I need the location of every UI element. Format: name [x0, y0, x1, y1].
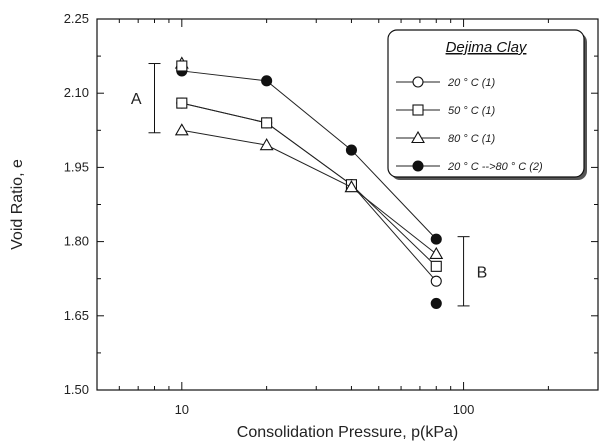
y-tick-label: 2.25: [64, 11, 89, 26]
y-tick-label: 1.95: [64, 159, 89, 174]
data-point: [430, 260, 442, 272]
annotations: AB: [131, 63, 488, 307]
data-point: [259, 138, 274, 151]
legend-title: Dejima Clay: [446, 39, 528, 56]
series-4: [176, 65, 442, 245]
data-point: [430, 297, 442, 309]
legend-label: 80 ° C (1): [448, 133, 496, 145]
data-point: [176, 97, 188, 109]
range-label: A: [131, 91, 142, 108]
legend-box: [387, 29, 585, 178]
y-tick-label: 1.65: [64, 308, 89, 323]
series-line: [181, 102, 437, 267]
legend-marker: [411, 130, 425, 144]
y-tick-label: 1.50: [64, 382, 89, 397]
x-axis-title: Consolidation Pressure, p(kPa): [237, 424, 458, 441]
y-tick-label: 1.80: [64, 234, 89, 249]
legend-item-2: 50 ° C (1): [396, 104, 496, 117]
x-tick-label: 10: [175, 402, 189, 417]
legend: Dejima Clay 20 ° C (1) 50 ° C (1) 80 ° C (1…: [387, 29, 587, 180]
legend-item-3: 80 ° C (1): [396, 130, 496, 145]
legend-label: 50 ° C (1): [448, 105, 496, 117]
series-3: [174, 123, 444, 260]
series-line: [181, 70, 437, 240]
legend-marker: [412, 104, 424, 116]
legend-item-1: 20 ° C (1): [396, 76, 496, 89]
data-point: [430, 275, 442, 287]
y-tick-label: 2.10: [64, 85, 89, 100]
range-annotation-b: B: [457, 236, 488, 307]
range-label: B: [477, 264, 488, 281]
data-point: [261, 117, 273, 129]
data-point: [344, 180, 359, 193]
data-point: [429, 246, 444, 260]
y-axis-title: Void Ratio, e: [9, 159, 26, 250]
range-annotation-a: A: [131, 63, 161, 134]
data-point: [176, 60, 188, 72]
data-series: [174, 56, 444, 309]
data-point: [345, 144, 357, 156]
data-point: [261, 75, 273, 87]
x-tick-label: 100: [453, 402, 475, 417]
legend-item-4: 20 ° C -->80 ° C (2): [396, 160, 543, 173]
data-point: [430, 233, 442, 245]
data-point: [174, 123, 189, 136]
legend-label: 20 ° C (1): [447, 77, 496, 89]
legend-label: 20 ° C -->80 ° C (2): [447, 161, 543, 173]
series-line: [181, 129, 437, 255]
axes: 1.50 1.65 1.80 1.95 2.10 2.25 10 100 Consolidati…: [9, 11, 599, 441]
legend-marker: [412, 160, 424, 172]
legend-marker: [412, 76, 424, 88]
